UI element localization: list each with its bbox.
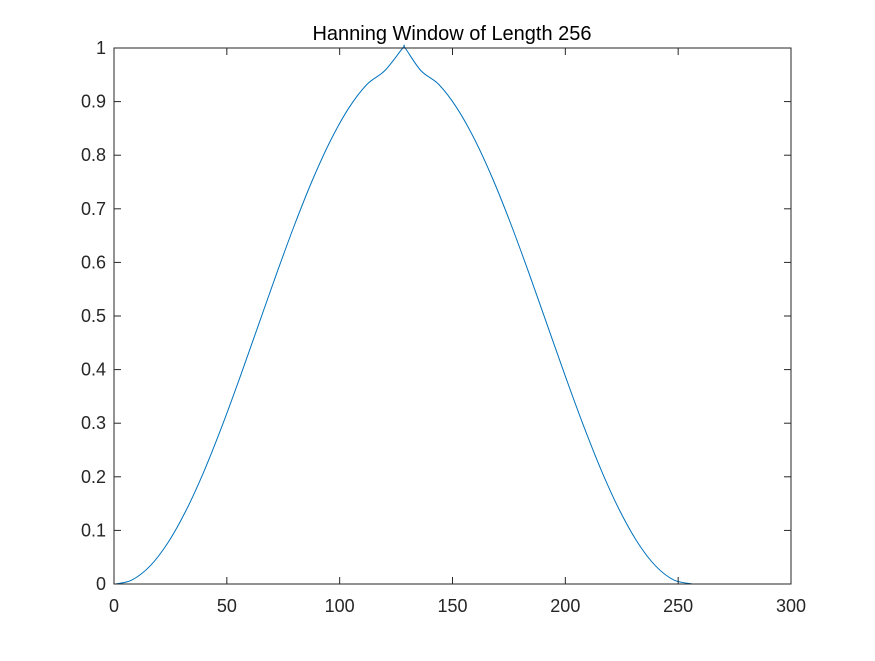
y-tick-label: 0.8 [81, 145, 106, 165]
x-tick-label: 250 [663, 596, 693, 616]
y-tick-label: 0.9 [81, 92, 106, 112]
y-tick-label: 0.5 [81, 306, 106, 326]
x-tick-label: 0 [109, 596, 119, 616]
plot-area [114, 48, 791, 584]
ticks-layer: 0 50 100 150 200 250 300 0 0.1 0.2 0.3 0.4 0.5 0.6 0.7… [81, 38, 806, 616]
y-tick-label: 0.4 [81, 360, 106, 380]
x-tick-label: 50 [217, 596, 237, 616]
x-tick-label: 100 [325, 596, 355, 616]
x-tick-label: 300 [776, 596, 806, 616]
x-tick-label: 200 [550, 596, 580, 616]
series-layer [116, 44, 692, 585]
series-line-0 [116, 44, 692, 585]
chart-title: Hanning Window of Length 256 [312, 23, 591, 45]
y-tick-label: 0.2 [81, 467, 106, 487]
y-tick-label: 0.7 [81, 199, 106, 219]
y-tick-label: 0.3 [81, 413, 106, 433]
x-tick-label: 150 [437, 596, 467, 616]
y-tick-label: 0.1 [81, 520, 106, 540]
y-tick-label: 0.6 [81, 252, 106, 272]
y-tick-label: 1 [96, 38, 106, 58]
y-tick-label: 0 [96, 574, 106, 594]
axes-box [113, 47, 792, 585]
